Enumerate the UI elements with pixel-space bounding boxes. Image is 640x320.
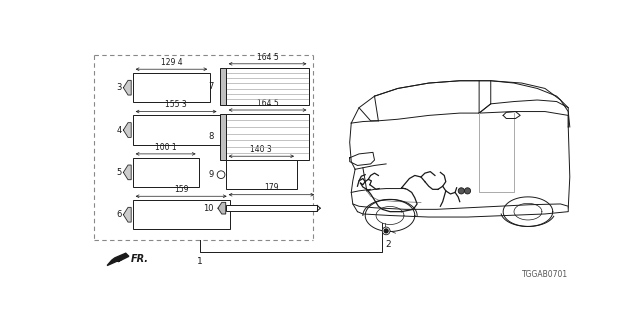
Circle shape [458, 188, 465, 194]
Bar [220, 68, 226, 105]
Text: 2: 2 [386, 240, 391, 249]
Text: FR.: FR. [131, 254, 148, 264]
Text: 100 1: 100 1 [155, 143, 177, 152]
Text: 3: 3 [116, 83, 122, 92]
Text: 6: 6 [116, 210, 122, 219]
Bar [132, 116, 220, 145]
Bar [226, 68, 309, 105]
Text: 9: 9 [208, 170, 213, 179]
Text: 10: 10 [203, 204, 213, 213]
Bar [220, 114, 226, 160]
Circle shape [465, 188, 470, 194]
Text: 164 5: 164 5 [257, 52, 278, 61]
Text: 179: 179 [264, 183, 278, 192]
Bar [226, 114, 309, 160]
Bar [226, 160, 297, 189]
Text: 1: 1 [197, 257, 203, 266]
Polygon shape [124, 80, 131, 95]
Circle shape [384, 229, 388, 233]
Bar [132, 158, 198, 187]
Text: 155 3: 155 3 [165, 100, 187, 109]
Text: 7: 7 [208, 82, 213, 91]
Text: 140 3: 140 3 [250, 145, 272, 154]
Bar [132, 200, 230, 229]
Text: 159: 159 [174, 185, 188, 194]
Bar [132, 73, 210, 102]
Text: 129 4: 129 4 [161, 58, 182, 67]
Polygon shape [218, 203, 226, 214]
Polygon shape [107, 253, 129, 266]
Text: 5: 5 [116, 168, 122, 177]
Text: 4: 4 [116, 125, 122, 134]
Circle shape [217, 171, 225, 179]
Text: 164 5: 164 5 [257, 99, 278, 108]
Text: 8: 8 [208, 132, 213, 141]
Polygon shape [124, 207, 131, 222]
Text: TGGAB0701: TGGAB0701 [522, 270, 568, 279]
Bar [226, 205, 317, 211]
Polygon shape [124, 123, 131, 137]
Circle shape [382, 227, 390, 235]
Polygon shape [124, 165, 131, 180]
